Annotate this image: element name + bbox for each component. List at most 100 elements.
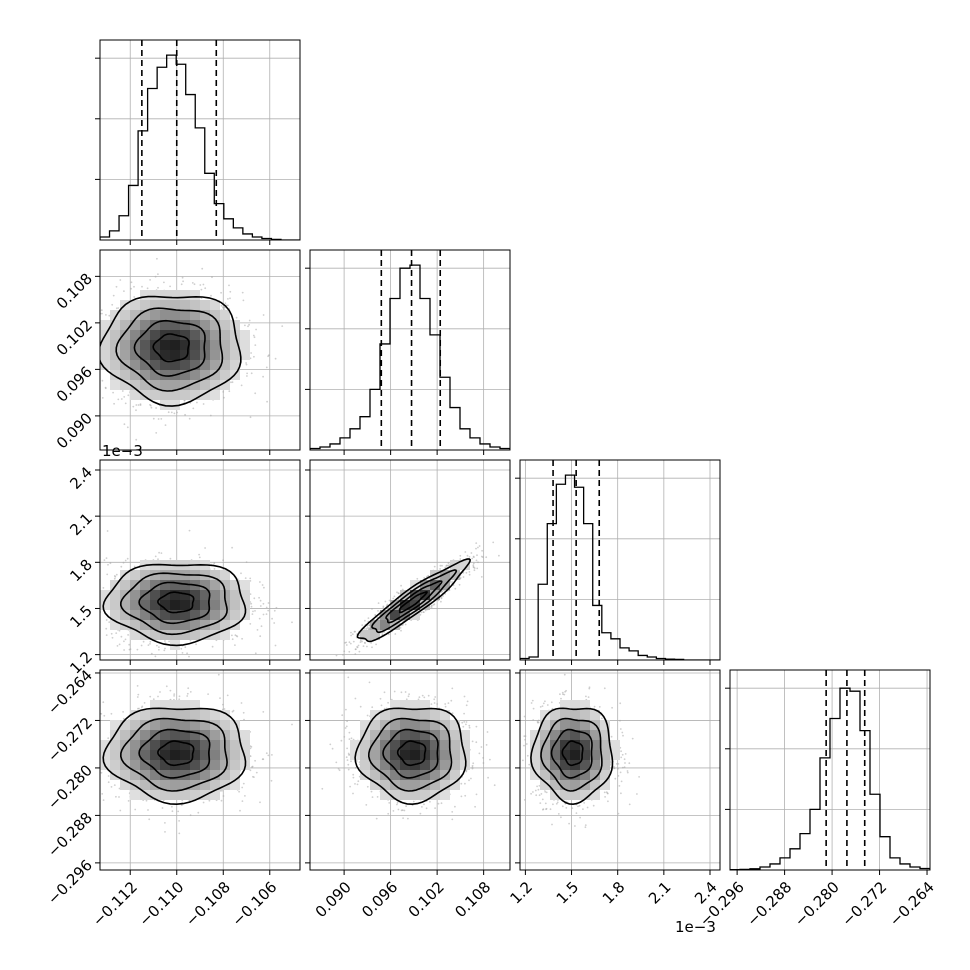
density-cell: [220, 350, 230, 360]
sample-point: [464, 551, 467, 553]
sample-point: [130, 287, 133, 290]
sample-point: [105, 314, 107, 316]
sample-point: [255, 328, 257, 331]
sample-point: [442, 595, 444, 597]
contour-line: [385, 580, 443, 624]
density-cell: [210, 320, 220, 330]
sample-point: [127, 394, 130, 397]
density-cell: [200, 590, 210, 600]
sample-point: [263, 586, 265, 589]
density-cell: [420, 580, 430, 590]
density-cell: [100, 350, 110, 360]
density-cell: [180, 580, 190, 590]
sample-point: [262, 613, 265, 616]
density-cell: [160, 310, 170, 320]
density-cell: [190, 370, 200, 380]
sample-point: [231, 381, 234, 384]
density-cell: [100, 600, 110, 610]
density-cell: [180, 360, 190, 370]
sample-point: [103, 559, 106, 561]
sample-point: [122, 561, 125, 564]
density-cell: [120, 350, 130, 360]
sample-point: [281, 325, 284, 327]
sample-point: [249, 623, 252, 625]
sample-point: [93, 352, 95, 354]
density-cell: [170, 360, 180, 370]
sample-point: [250, 372, 253, 375]
density-cell: [160, 360, 170, 370]
sample-point: [93, 352, 95, 354]
density-cell: [230, 590, 240, 600]
sample-point: [258, 617, 261, 620]
sample-point: [163, 649, 166, 652]
sample-point: [234, 634, 237, 637]
sample-point: [127, 634, 129, 636]
sample-point: [124, 559, 127, 562]
sample-point: [124, 402, 127, 405]
density-cell: [110, 370, 120, 380]
sample-point: [168, 640, 171, 643]
sample-point: [158, 551, 161, 554]
density-cell: [220, 630, 230, 640]
density-cell: [210, 390, 220, 400]
density-cell: [130, 610, 140, 620]
sample-point: [498, 554, 500, 557]
sample-point: [353, 630, 356, 633]
density-cell: [100, 340, 110, 350]
density-cell: [120, 380, 130, 390]
sample-point: [101, 379, 104, 382]
sample-point: [387, 633, 390, 636]
density-cell: [190, 310, 200, 320]
density-cell: [220, 320, 230, 330]
sample-point: [254, 392, 257, 395]
sample-point: [249, 593, 252, 595]
sample-point: [240, 702, 243, 704]
density-cell: [110, 590, 120, 600]
density-cell: [150, 330, 160, 340]
density-cell: [130, 390, 140, 400]
sample-point: [350, 631, 352, 634]
density-cell: [360, 630, 370, 640]
sample-point: [97, 604, 99, 606]
sample-point: [102, 701, 105, 704]
sample-point: [472, 555, 475, 558]
density-cell: [170, 610, 180, 620]
density-cell: [180, 300, 190, 310]
sample-point: [141, 285, 143, 288]
density-cell: [170, 600, 180, 610]
sample-point: [132, 405, 135, 408]
density-cell: [220, 580, 230, 590]
density-cell: [220, 310, 230, 320]
sample-point: [249, 357, 252, 360]
density-cell: [190, 290, 200, 300]
sample-point: [94, 602, 96, 604]
sample-point: [164, 647, 166, 650]
sample-point: [199, 284, 202, 286]
sample-point: [186, 652, 189, 655]
density-cell: [170, 290, 180, 300]
sample-point: [149, 643, 151, 645]
sample-point: [468, 573, 471, 576]
density-cell: [190, 620, 200, 630]
sample-point: [92, 605, 94, 607]
sample-point: [439, 564, 442, 567]
density-cell: [170, 300, 180, 310]
sample-point: [189, 814, 192, 817]
density-cell: [190, 600, 200, 610]
sample-point: [476, 567, 479, 570]
density-cell: [210, 580, 220, 590]
sample-point: [337, 661, 339, 663]
sample-point: [361, 624, 364, 626]
contour-line: [102, 563, 247, 647]
density-cell: [140, 620, 150, 630]
density-cell: [180, 310, 190, 320]
sample-point: [244, 795, 246, 797]
sample-point: [157, 273, 159, 275]
density-cell: [170, 620, 180, 630]
density-cell: [190, 360, 200, 370]
density-cell: [140, 360, 150, 370]
density-cell: [240, 590, 250, 600]
sample-point: [105, 634, 108, 636]
density-cell: [190, 300, 200, 310]
sample-point: [355, 648, 357, 651]
